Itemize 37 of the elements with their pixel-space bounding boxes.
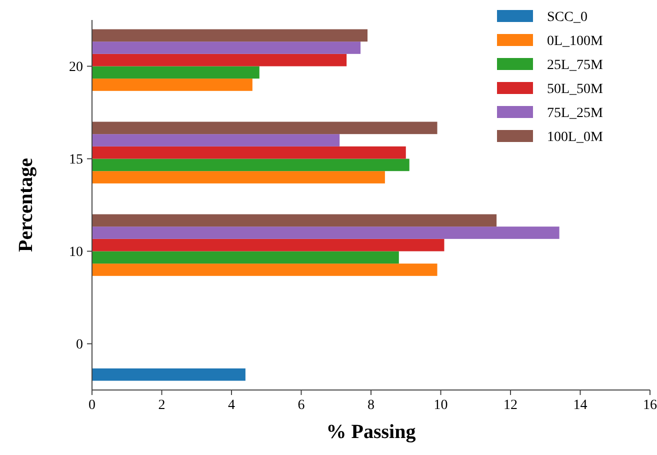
bar — [92, 158, 410, 172]
bar — [92, 29, 368, 42]
x-tick-label: 10 — [434, 398, 448, 413]
y-tick-label: 15 — [69, 152, 83, 168]
x-axis-title: % Passing — [326, 421, 416, 443]
bar — [92, 251, 399, 264]
bar — [92, 171, 385, 184]
bar — [92, 226, 560, 239]
bar — [92, 54, 347, 66]
bar — [92, 78, 252, 91]
legend-label: 0L_100M — [547, 34, 604, 49]
x-tick-label: 2 — [158, 398, 166, 413]
bar — [92, 146, 406, 159]
bar — [92, 122, 438, 134]
bar — [92, 214, 497, 227]
bar — [92, 264, 438, 276]
legend-label: 50L_50M — [547, 82, 604, 97]
legend-label: 75L_25M — [547, 106, 604, 121]
bar — [92, 42, 361, 54]
x-tick-label: 12 — [504, 398, 518, 413]
y-tick-label: 0 — [76, 338, 83, 353]
y-axis-title: Percentage — [15, 158, 37, 252]
bar — [92, 238, 444, 252]
x-tick-label: 16 — [643, 398, 657, 413]
legend-label: 100L_0M — [547, 130, 604, 145]
bar — [92, 66, 260, 79]
bar — [92, 368, 246, 381]
y-tick-label: 20 — [69, 60, 83, 76]
x-tick-label: 14 — [573, 398, 588, 413]
x-tick-label: 0 — [88, 398, 96, 413]
legend-label: SCC_0 — [547, 10, 588, 25]
y-tick-label: 10 — [69, 245, 83, 260]
x-tick-label: 8 — [368, 398, 374, 413]
bar — [92, 134, 340, 146]
legend-label: 25L_75M — [547, 58, 604, 73]
x-tick-label: 6 — [298, 398, 305, 413]
x-tick-label: 4 — [228, 398, 235, 413]
